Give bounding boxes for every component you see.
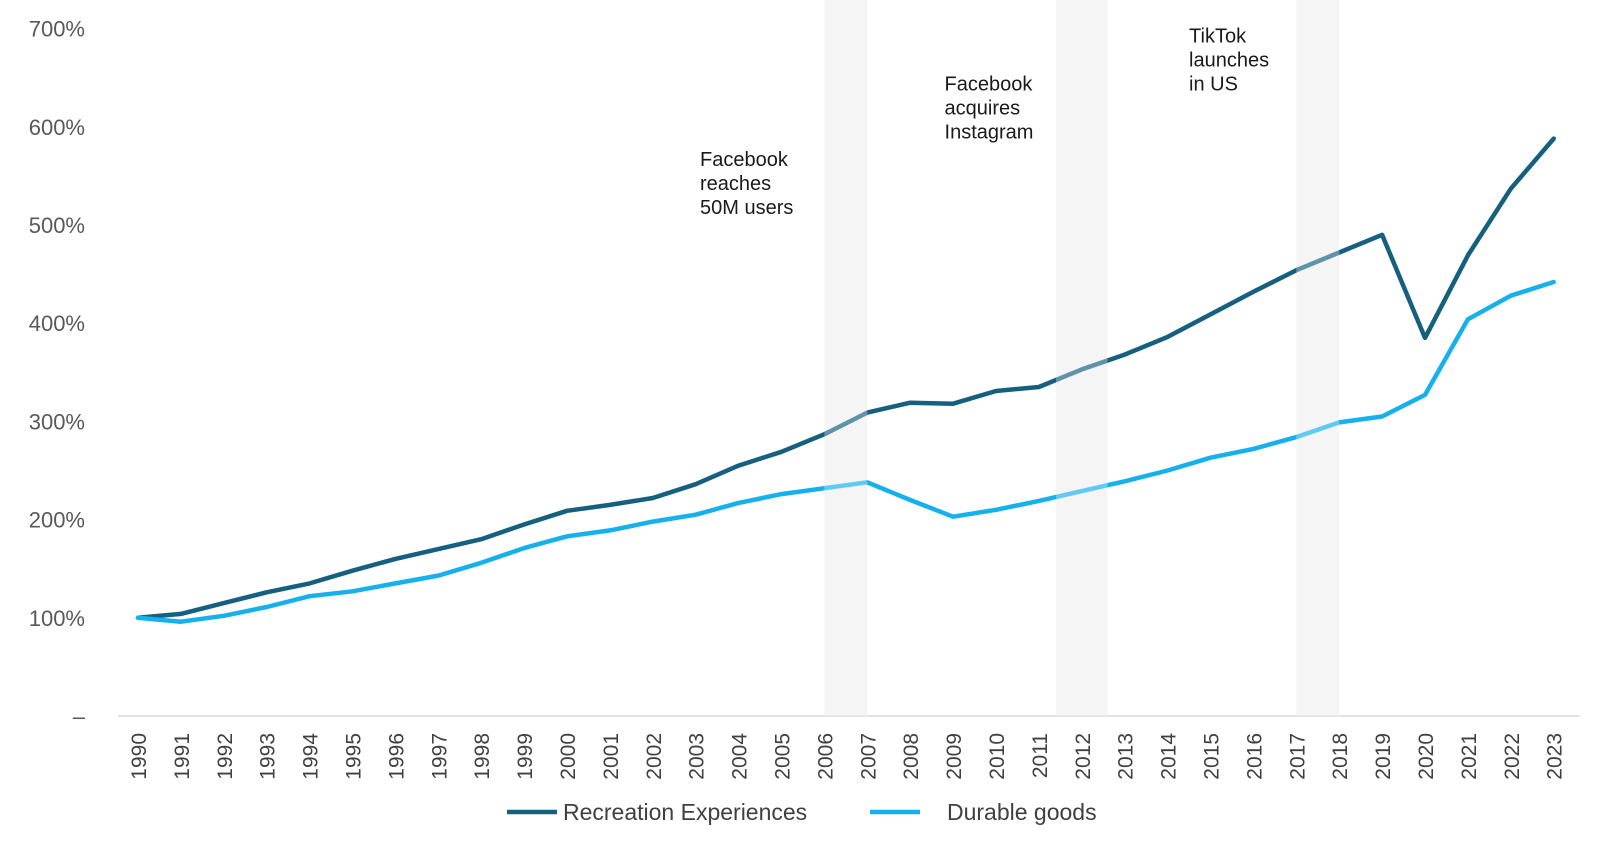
annotation-2-line: Facebook <box>945 73 1034 95</box>
x-tick-label: 2002 <box>643 733 666 780</box>
annotation-3-line: launches <box>1189 49 1269 71</box>
x-tick-label: 2023 <box>1544 733 1567 780</box>
x-tick-label: 1996 <box>385 733 408 780</box>
x-tick-label: 2012 <box>1072 733 1095 780</box>
shaded-band-1 <box>824 0 868 716</box>
x-tick-label: 1993 <box>257 733 280 780</box>
annotation-1-line: reaches <box>700 173 771 195</box>
data-series <box>135 0 1556 716</box>
x-tick-label: 2007 <box>857 733 880 780</box>
x-tick-label: 1991 <box>171 733 194 780</box>
x-tick-label: 2015 <box>1201 733 1224 780</box>
annotation-1-line: 50M users <box>700 197 793 219</box>
x-tick-label: 2004 <box>729 733 752 780</box>
annotation-1-line: Facebook <box>700 149 789 171</box>
x-tick-label: 2020 <box>1415 733 1438 780</box>
x-tick-label: 2008 <box>900 733 923 780</box>
band-overlay-1 <box>824 0 868 716</box>
annotation-2-line: Instagram <box>945 121 1034 143</box>
shaded-band-3 <box>1296 0 1340 716</box>
x-tick-label: 2011 <box>1029 733 1052 778</box>
x-tick-label: 2003 <box>686 733 709 780</box>
x-tick-label: 2019 <box>1372 733 1395 780</box>
x-tick-label: 2022 <box>1501 733 1524 780</box>
band-overlay-3 <box>1296 0 1340 716</box>
series-line-2 <box>135 279 1556 624</box>
x-tick-label: 2017 <box>1286 733 1309 780</box>
y-tick-label: – <box>73 704 86 729</box>
axes: – 100% 200% 300% 400% 500% 600% 700% 1990 1991 199… <box>29 17 1580 780</box>
y-tick-label: 500% <box>29 213 85 238</box>
y-tick-label: 600% <box>29 115 85 140</box>
y-tick-label: 400% <box>29 311 85 336</box>
x-tick-label: 2000 <box>557 733 580 780</box>
annotation-3-line: in US <box>1189 73 1238 95</box>
x-tick-label: 2010 <box>986 733 1009 780</box>
y-tick-label: 700% <box>29 17 85 42</box>
x-tick-label: 2014 <box>1158 733 1181 780</box>
y-tick-label: 300% <box>29 409 85 434</box>
x-tick-label: 1998 <box>471 733 494 780</box>
y-tick-label: 100% <box>29 606 85 631</box>
x-tick-label: 2016 <box>1243 733 1266 780</box>
x-tick-label: 2013 <box>1115 733 1138 780</box>
x-tick-label: 1995 <box>343 733 366 780</box>
x-tick-label: 2018 <box>1329 733 1352 780</box>
x-tick-label: 1999 <box>514 733 537 780</box>
x-tick-label: 2006 <box>814 733 837 780</box>
legend: Recreation Experiences Durable goods <box>507 799 1097 825</box>
band-overlay-2 <box>1056 0 1108 716</box>
x-tick-label: 1992 <box>214 733 237 780</box>
x-tick-label: 2021 <box>1458 733 1481 780</box>
series-line-1 <box>135 136 1556 621</box>
legend-label-recreation-experiences: Recreation Experiences <box>563 799 807 825</box>
shaded-bands <box>824 0 1340 716</box>
x-tick-label: 2001 <box>600 733 623 780</box>
legend-label-durable-goods: Durable goods <box>947 799 1097 825</box>
x-tick-label: 1997 <box>428 733 451 780</box>
x-tick-label: 1990 <box>128 733 151 780</box>
x-tick-label: 1994 <box>300 733 323 780</box>
y-tick-label: 200% <box>29 508 85 533</box>
x-tick-label: 2005 <box>772 733 795 780</box>
x-tick-label: 2009 <box>943 733 966 780</box>
annotation-2-line: acquires <box>945 97 1021 119</box>
shaded-band-2 <box>1056 0 1108 716</box>
annotation-3-line: TikTok <box>1189 25 1247 47</box>
